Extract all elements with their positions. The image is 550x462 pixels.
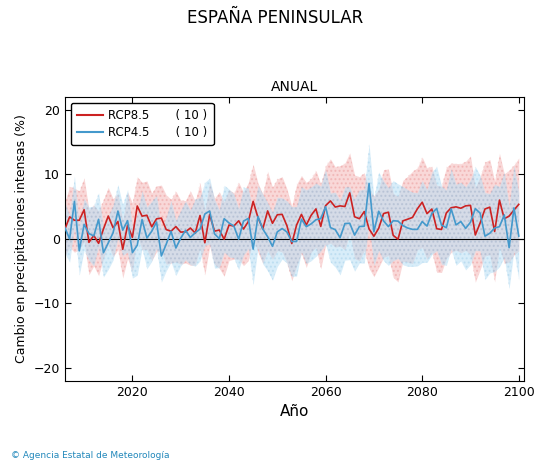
Text: ESPAÑA PENINSULAR: ESPAÑA PENINSULAR [187,9,363,27]
Text: © Agencia Estatal de Meteorología: © Agencia Estatal de Meteorología [11,451,169,460]
Title: ANUAL: ANUAL [271,80,318,94]
X-axis label: Año: Año [279,404,309,419]
Y-axis label: Cambio en precipitaciones intensas (%): Cambio en precipitaciones intensas (%) [15,115,28,363]
Legend: RCP8.5       ( 10 ), RCP4.5       ( 10 ): RCP8.5 ( 10 ), RCP4.5 ( 10 ) [71,103,213,146]
